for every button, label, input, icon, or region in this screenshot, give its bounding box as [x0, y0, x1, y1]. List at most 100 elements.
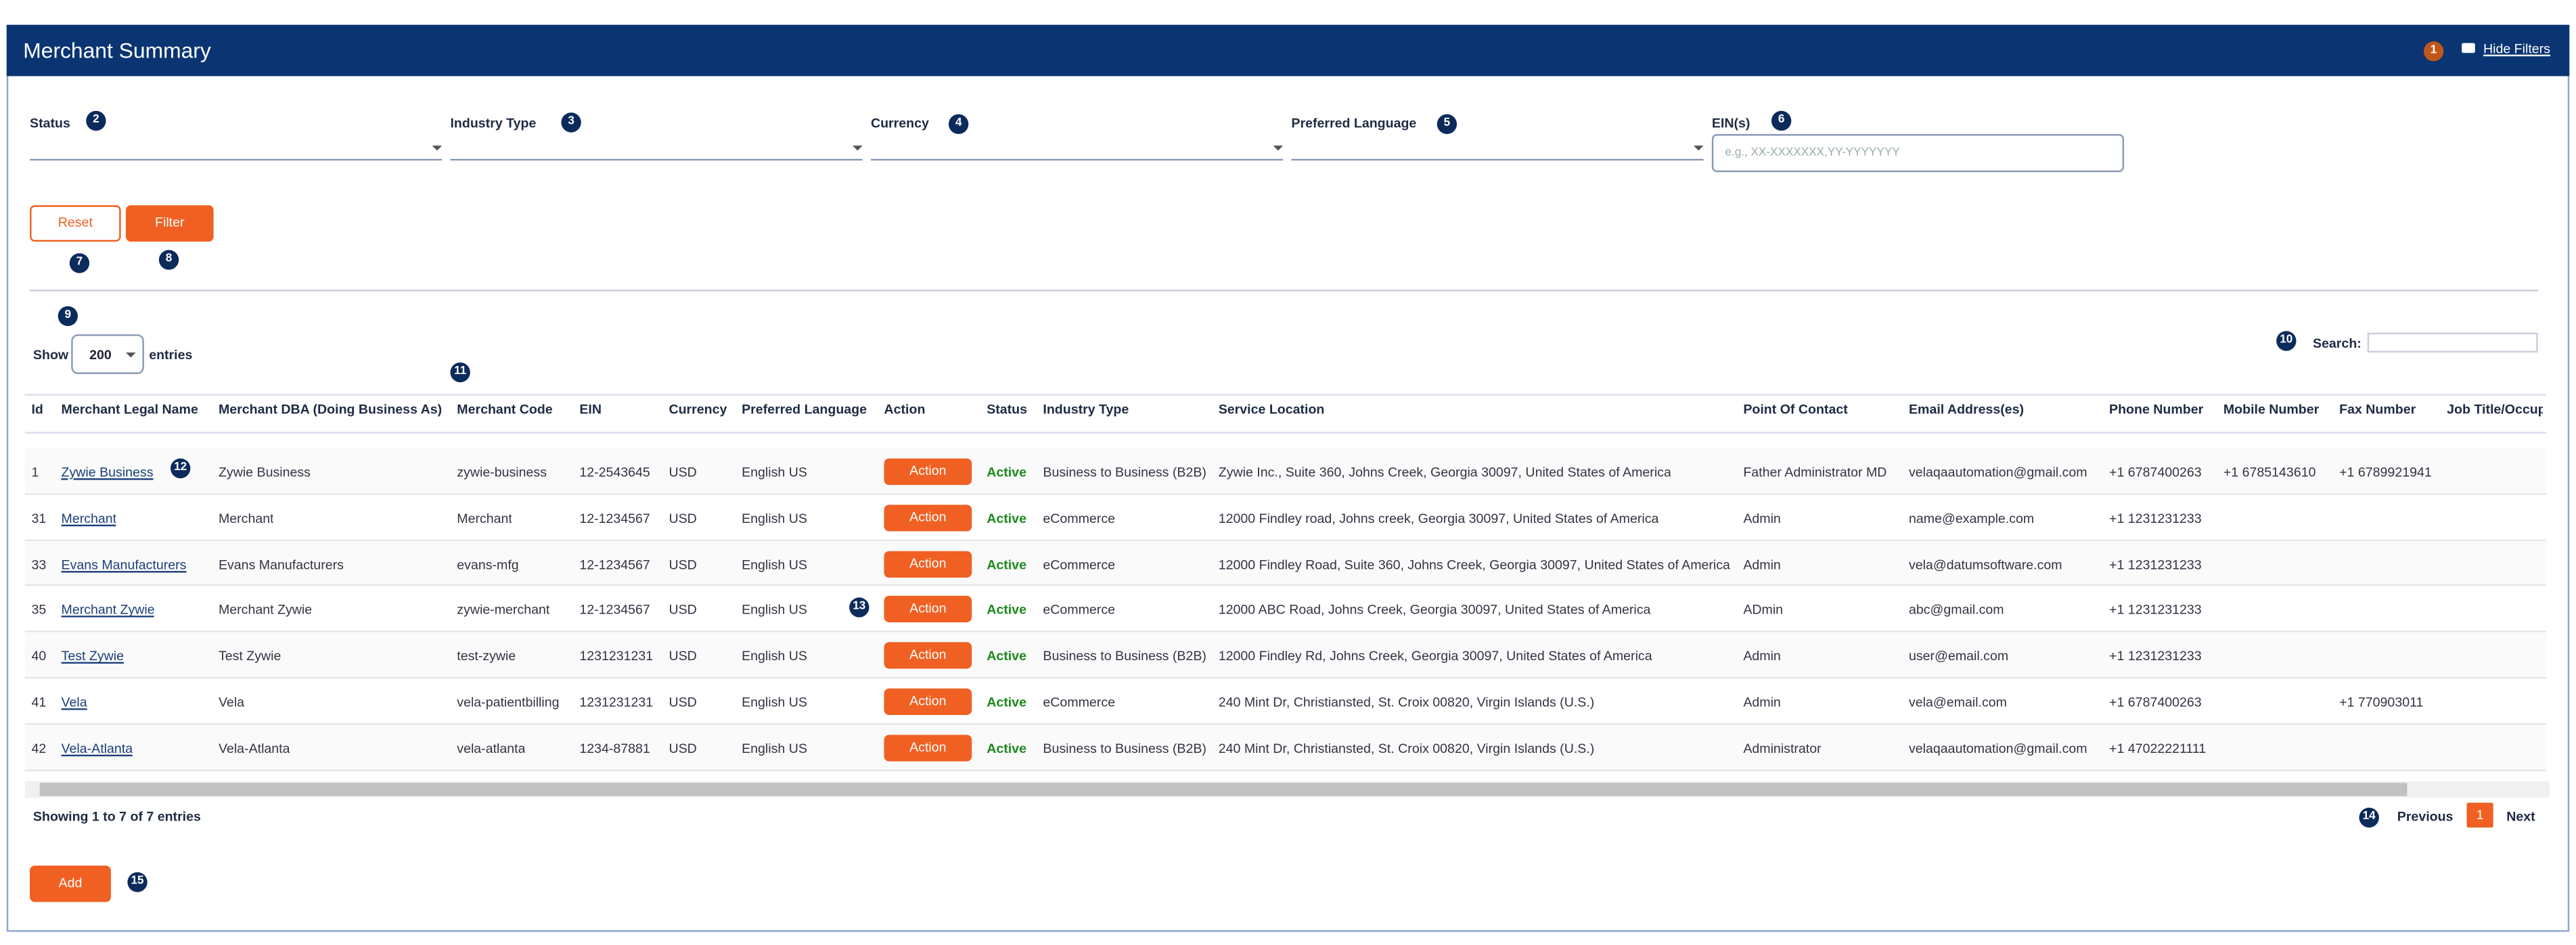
row [24, 678, 2546, 725]
action-label: Action [909, 601, 947, 617]
cell: Zywie Inc., Suite 360, Johns Creek, Geor… [1218, 465, 1671, 480]
filter-label: Industry Type [450, 116, 537, 131]
filter-select[interactable] [1291, 158, 1704, 161]
column-header: Job Title/Occupa [2447, 402, 2544, 417]
cell: eCommerce [1043, 557, 1116, 572]
page-1[interactable]: 1 [2466, 802, 2493, 828]
row [24, 494, 2546, 541]
annotation-badge: 12 [171, 458, 191, 479]
column-header: Industry Type [1043, 402, 1129, 417]
cell: 240 Mint Dr, Christiansted, St. Croix 00… [1218, 695, 1595, 710]
column-header: Id [31, 402, 43, 417]
action-button[interactable]: Action [884, 642, 972, 669]
cell: user@email.com [1908, 649, 2009, 664]
hide-filters[interactable]: Hide Filters [2483, 41, 2550, 57]
ein-input[interactable] [1711, 134, 2125, 172]
cell: name@example.com [1908, 511, 2035, 526]
cell: +1 6785143610 [2223, 465, 2316, 480]
cell: velaqaautomation@gmail.com [1908, 465, 2087, 480]
action-label: Action [909, 509, 947, 525]
cell: zywie-business [457, 465, 547, 480]
cell: Test Zywie [218, 649, 281, 664]
cell: +1 1231231233 [2109, 511, 2202, 526]
annotation-badge: 4 [948, 114, 969, 135]
cell: Evans Manufacturers [218, 557, 344, 572]
search-input[interactable] [2367, 332, 2538, 353]
cell: English US [742, 649, 807, 664]
merchant-link[interactable]: Zywie Business [61, 465, 154, 480]
cell: +1 1231231233 [2109, 603, 2202, 618]
cell: English US [742, 603, 807, 618]
merchant-link[interactable]: Test Zywie [61, 649, 125, 664]
cell: 33 [31, 557, 47, 572]
cell: USD [669, 511, 697, 526]
cell: Merchant [457, 511, 512, 526]
merchant-link[interactable]: Merchant Zywie [61, 603, 155, 618]
action-button[interactable]: Action [884, 458, 972, 485]
cell: USD [669, 649, 697, 664]
column-header: Merchant Legal Name [61, 402, 198, 417]
action-button[interactable]: Action [884, 734, 972, 761]
filter-select[interactable] [30, 158, 443, 161]
action-button[interactable]: Action [884, 596, 972, 623]
merchant-link[interactable]: Evans Manufacturers [61, 557, 187, 572]
cell: zywie-merchant [457, 603, 550, 618]
cell: +1 6787400263 [2109, 695, 2202, 710]
reset-button[interactable]: Reset [30, 205, 121, 242]
cell: Active [987, 465, 1026, 480]
row [24, 448, 2546, 495]
cell: Admin [1743, 511, 1781, 526]
cell: +1 6787400263 [2109, 465, 2202, 480]
cell: Business to Business (B2B) [1043, 649, 1206, 664]
cell: evans-mfg [457, 557, 519, 572]
cell: English US [742, 695, 807, 710]
cell: 12-2543645 [579, 465, 650, 480]
next[interactable]: Next [2506, 809, 2535, 825]
cell: 41 [31, 695, 47, 710]
column-header: Preferred Language [742, 402, 867, 417]
cell: Merchant [218, 511, 274, 526]
filter-select[interactable] [450, 158, 863, 161]
previous[interactable]: Previous [2397, 809, 2454, 825]
table-info: Showing 1 to 7 of 7 entries [32, 809, 201, 825]
column-header: Point Of Contact [1743, 402, 1848, 417]
cell: 240 Mint Dr, Christiansted, St. Croix 00… [1218, 741, 1595, 756]
caret [125, 352, 136, 358]
cell: Merchant Zywie [218, 603, 313, 618]
cell: English US [742, 557, 807, 572]
cell: eCommerce [1043, 695, 1116, 710]
action-button[interactable]: Action [884, 550, 972, 577]
divider [30, 290, 2538, 292]
row [24, 586, 2546, 633]
caret [853, 145, 863, 151]
merchant-link[interactable]: Vela [61, 695, 87, 710]
cell: +1 1231231233 [2109, 557, 2202, 572]
column-header: Phone Number [2109, 402, 2204, 417]
action-label: Action [909, 647, 947, 663]
action-button[interactable]: Action [884, 504, 972, 531]
filter-label: Currency [870, 116, 929, 131]
add-label: Add [58, 875, 83, 891]
filter-select[interactable] [870, 158, 1284, 161]
merchant-link[interactable]: Merchant [61, 511, 117, 526]
cell: 12-1234567 [579, 511, 650, 526]
cell: 12000 ABC Road, Johns Creek, Georgia 300… [1218, 603, 1651, 618]
merchant-link[interactable]: Vela-Atlanta [61, 741, 133, 756]
caret [1693, 145, 1704, 151]
column-header: Email Address(es) [1908, 402, 2025, 417]
length-select[interactable] [71, 334, 144, 374]
reset-label: Reset [58, 215, 93, 231]
header-bar [6, 24, 2570, 76]
cell: 35 [31, 603, 47, 618]
action-button[interactable]: Action [884, 688, 972, 715]
cell: +1 1231231233 [2109, 649, 2202, 664]
cell: USD [669, 465, 697, 480]
column-header: Fax Number [2339, 402, 2416, 417]
filter-button[interactable]: Filter [125, 205, 214, 242]
cell: vela-patientbilling [457, 695, 560, 710]
column-header: EIN [579, 402, 602, 417]
add-button[interactable]: Add [30, 865, 111, 902]
annotation-badge: 5 [1437, 114, 1458, 135]
annotation-badge: 3 [561, 112, 581, 133]
